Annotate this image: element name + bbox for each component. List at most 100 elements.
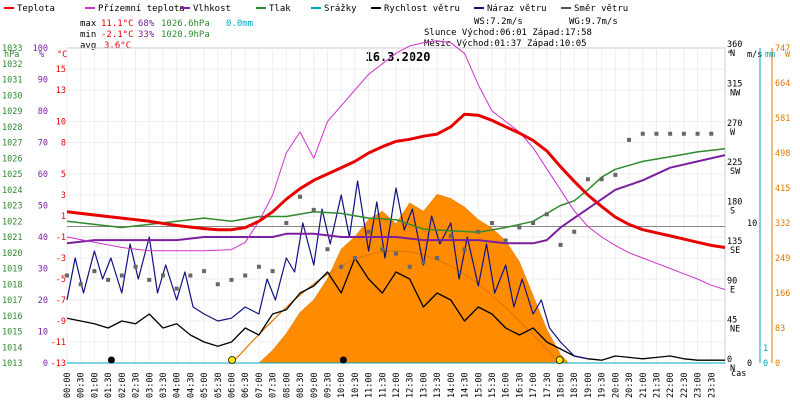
tick-pct: 40 <box>38 233 48 243</box>
stat-min-temp: -2.1°C <box>101 30 134 40</box>
tick-hpa: 1027 <box>2 139 22 149</box>
stat-min-hum: 33% <box>138 30 155 40</box>
tick-mm: 1 <box>763 344 768 354</box>
tick-hpa: 1021 <box>2 233 22 243</box>
tick-time: 00:00 <box>63 372 73 398</box>
tick-dir-compass: SW <box>730 167 741 177</box>
tick-time: 01:00 <box>90 372 100 398</box>
tick-time: 03:30 <box>159 372 169 398</box>
tick-degc: -11 <box>51 338 66 348</box>
tick-time: 23:30 <box>707 372 717 398</box>
tick-w: 83 <box>775 324 785 334</box>
dir-point <box>476 229 481 234</box>
legend: Teplota Přízemní teplota Vlhkost Tlak Srážky… <box>4 4 628 14</box>
stat-avg-temp: 3.6°C <box>104 41 131 51</box>
tick-hpa: 1032 <box>2 60 22 70</box>
legend-label-temp: Teplota <box>17 4 55 14</box>
tick-degc: 8 <box>61 139 66 149</box>
tick-time: 05:30 <box>214 372 224 398</box>
dir-point <box>627 137 632 142</box>
tick-degc: 10 <box>56 118 66 128</box>
tick-time: 06:30 <box>241 372 251 398</box>
tick-hpa: 1028 <box>2 123 22 133</box>
tick-time: 15:00 <box>474 372 484 398</box>
tick-dir-deg: 225 <box>727 158 742 168</box>
tick-time: 09:30 <box>323 372 333 398</box>
tick-time: 17:30 <box>543 372 553 398</box>
axis-unit-ms: m/s <box>747 50 762 60</box>
tick-hpa: 1016 <box>2 312 22 322</box>
tick-time: 21:30 <box>652 372 662 398</box>
dir-point <box>160 273 165 278</box>
tick-time: 11:00 <box>365 372 375 398</box>
tick-pct: 100 <box>33 44 48 54</box>
tick-ms: 10 <box>747 219 757 229</box>
tick-time: 12:00 <box>392 372 402 398</box>
tick-dir-compass: N <box>730 364 735 374</box>
moonrise-marker <box>107 356 115 364</box>
tick-hpa: 1033 <box>2 44 22 54</box>
dir-point <box>202 269 207 274</box>
series-gust <box>66 180 589 360</box>
tick-pct: 30 <box>38 265 48 275</box>
tick-w: 664 <box>775 79 790 89</box>
tick-w: 332 <box>775 219 790 229</box>
stat-max-press: 1026.6hPa <box>161 19 210 29</box>
tick-hpa: 1020 <box>2 249 22 259</box>
tick-w: 747 <box>775 44 790 54</box>
tick-time: 07:00 <box>255 372 265 398</box>
stat-max-hum: 68% <box>138 19 155 29</box>
dir-point <box>311 207 316 212</box>
dir-point <box>572 229 577 234</box>
tick-degc: -3 <box>56 254 66 264</box>
dir-point <box>531 221 536 225</box>
tick-w: 0 <box>775 359 780 369</box>
tick-dir-deg: 270 <box>727 119 742 129</box>
solar-area <box>258 194 569 364</box>
stat-max-temp: 11.1°C <box>101 19 134 29</box>
tick-hpa: 1019 <box>2 265 22 275</box>
tick-dir-deg: 90 <box>727 276 737 286</box>
dir-point <box>65 273 69 278</box>
tick-dir-deg: 315 <box>727 79 742 89</box>
dir-point <box>435 256 440 260</box>
tick-hpa: 1030 <box>2 91 22 101</box>
series-wind <box>66 257 725 361</box>
tick-time: 18:30 <box>570 372 580 398</box>
series-area <box>65 40 726 364</box>
dir-point <box>284 221 289 225</box>
stat-max-rain: 0.0mm <box>226 19 253 29</box>
stat-min-label: min <box>80 30 96 40</box>
dir-point <box>503 238 508 243</box>
legend-label-dir: Směr větru <box>574 4 628 14</box>
tick-time: 17:00 <box>529 372 539 398</box>
tick-hpa: 1014 <box>2 343 22 353</box>
tick-degc: -1 <box>56 233 66 243</box>
info-ws: WS:7.2m/s <box>474 17 523 27</box>
tick-time: 20:30 <box>625 372 635 398</box>
axis-unit-mm: mm <box>765 50 775 60</box>
sunset-marker <box>555 356 564 364</box>
tick-degc: -13 <box>51 359 66 369</box>
tick-time: 19:30 <box>598 372 608 398</box>
tick-degc: 1 <box>61 212 66 222</box>
info-wg: WG:9.7m/s <box>569 17 618 27</box>
dir-point <box>270 269 275 274</box>
tick-time: 04:30 <box>186 372 196 398</box>
tick-w: 415 <box>775 184 790 194</box>
info-sun: Slunce Východ:06:01 Západ:17:58 <box>424 28 592 38</box>
dir-point <box>298 194 303 199</box>
dir-point <box>654 131 659 136</box>
tick-time: 14:00 <box>447 372 457 398</box>
moonset-marker <box>339 356 347 364</box>
series-temp <box>66 112 726 249</box>
tick-time: 23:00 <box>694 372 704 398</box>
tick-hpa: 1023 <box>2 202 22 212</box>
dir-point <box>558 242 563 247</box>
tick-hpa: 1031 <box>2 76 22 86</box>
series-humidity <box>66 154 726 245</box>
stat-max-label: max <box>80 19 97 29</box>
tick-dir-compass: NW <box>730 88 741 98</box>
tick-dir-compass: NE <box>730 325 740 335</box>
tick-dir-compass: E <box>730 285 735 295</box>
